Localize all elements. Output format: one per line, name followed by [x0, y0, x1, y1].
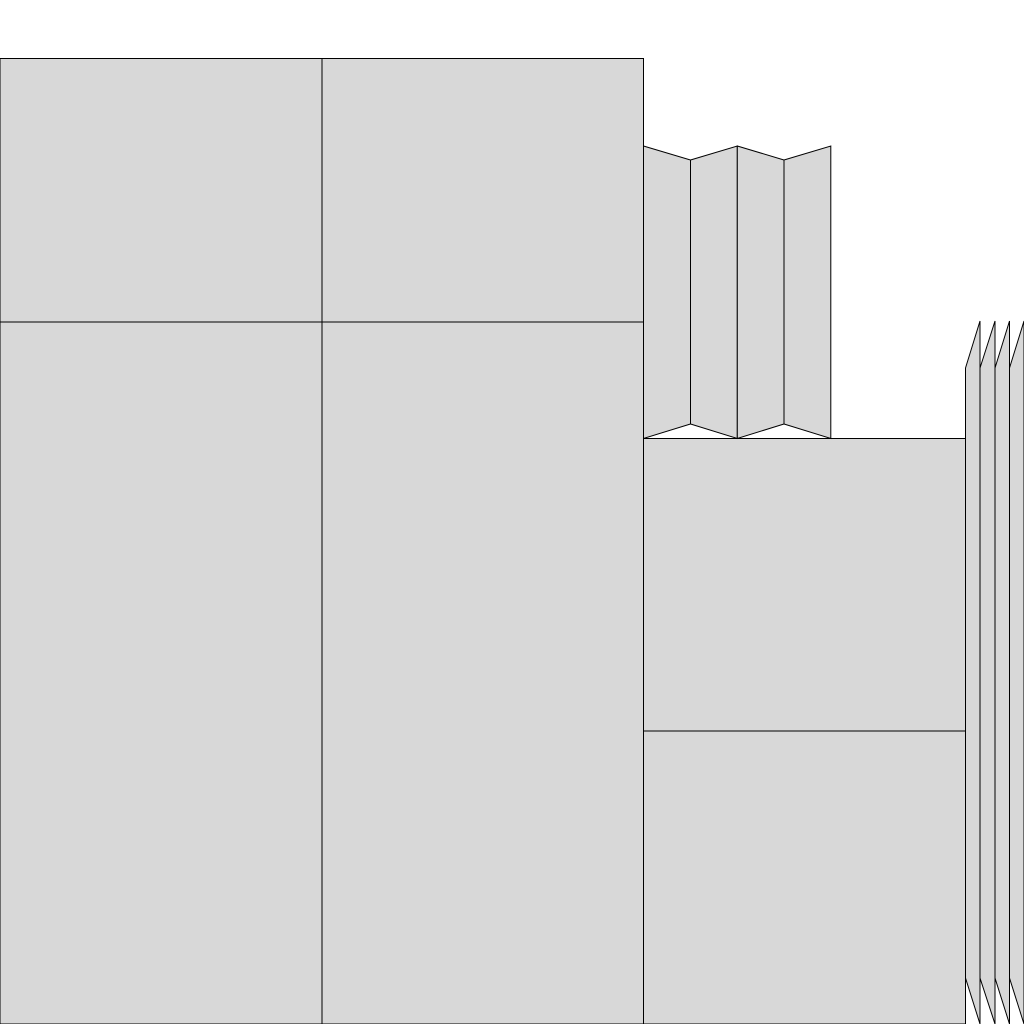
panel-right-lower [643, 730, 966, 1024]
right-fold-strip [965, 320, 981, 1024]
panel-top-middle [321, 58, 644, 323]
top-fold-strip [783, 145, 832, 440]
panel-bottom-left [0, 321, 323, 1024]
panel-right-upper [643, 438, 966, 732]
top-fold-strip [643, 145, 691, 440]
top-fold-strip [690, 145, 738, 440]
right-fold-strip [1009, 320, 1024, 1024]
panel-bottom-middle [321, 321, 644, 1024]
panel-top-left [0, 58, 323, 323]
top-fold-strips [643, 145, 832, 440]
right-fold-strip [979, 320, 996, 1024]
top-fold-strip [736, 145, 785, 440]
right-fold-strip [994, 320, 1010, 1024]
right-fold-strips [965, 320, 1024, 1024]
large-panels [0, 58, 966, 1024]
